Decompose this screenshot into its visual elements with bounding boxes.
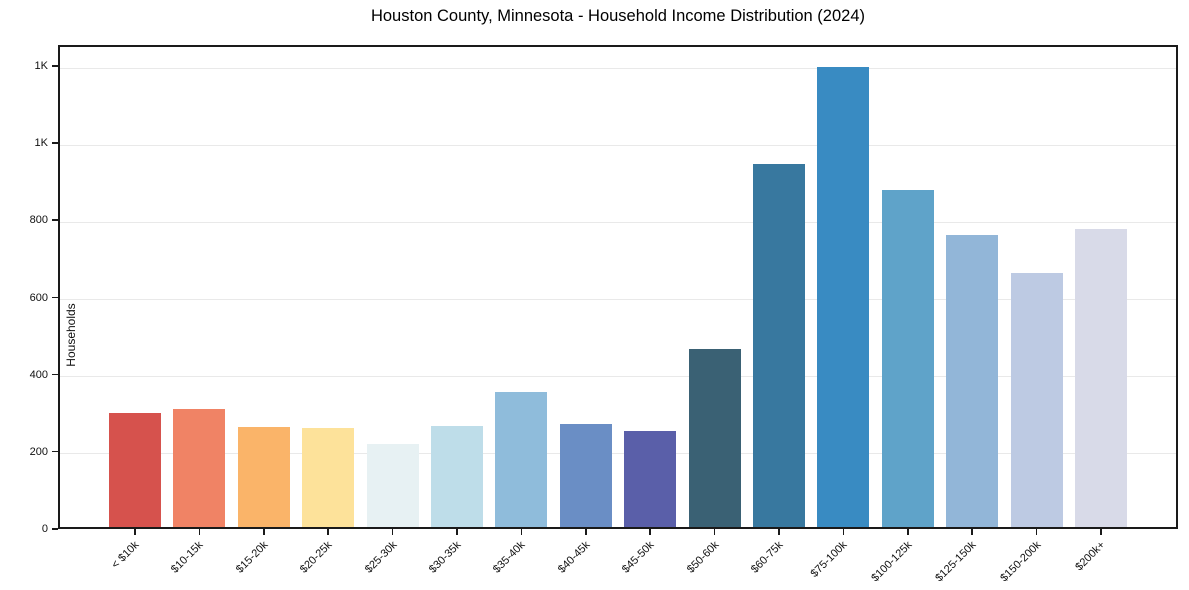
- gridline-1200: [60, 67, 1176, 69]
- x-tick-mark-0: [134, 529, 136, 535]
- x-tick-mark-4: [391, 529, 394, 535]
- y-tick-label-1200: 1K: [34, 60, 48, 73]
- x-tick-mark-5: [456, 529, 458, 535]
- y-tick-mark-1000: [52, 142, 58, 144]
- y-tick-label-600: 600: [29, 291, 48, 304]
- x-tick-mark-11: [842, 529, 845, 535]
- gridline-200: [60, 453, 1176, 455]
- y-tick-mark-600: [52, 296, 58, 299]
- bar-30-35k: [431, 425, 483, 527]
- plot-inner: [60, 47, 1176, 527]
- x-tick-mark-12: [907, 529, 909, 535]
- bar-200k: [1075, 228, 1127, 527]
- x-tick-mark-9: [713, 529, 716, 535]
- y-tick-mark-0: [52, 528, 58, 530]
- bar-20-25k: [302, 427, 355, 527]
- y-tick-label-0: 0: [41, 523, 48, 535]
- x-tick-label-0: < $10k: [109, 539, 142, 572]
- bar-60-75k: [753, 164, 805, 527]
- y-tick-label-400: 400: [29, 368, 48, 381]
- y-tick-mark-800: [52, 219, 58, 221]
- y-axis-label: Households: [64, 303, 78, 367]
- y-tick-mark-1200: [52, 65, 58, 67]
- x-tick-mark-1: [198, 529, 201, 535]
- bar-100-125k: [881, 189, 934, 527]
- x-tick-mark-14: [1035, 529, 1038, 535]
- y-tick-label-1000: 1K: [34, 137, 48, 150]
- x-tick-mark-6: [520, 529, 523, 535]
- x-tick-mark-3: [327, 529, 329, 535]
- y-tick-label-800: 800: [29, 214, 48, 227]
- bar-35-40k: [495, 392, 548, 527]
- x-tick-mark-2: [263, 529, 265, 535]
- gridline-400: [60, 376, 1176, 378]
- bar-75-100k: [817, 66, 870, 527]
- bar-40-45k: [559, 424, 612, 527]
- bar-150-200k: [1010, 273, 1063, 527]
- bar-125-150k: [946, 235, 999, 527]
- x-tick-mark-15: [1100, 529, 1102, 535]
- gridline-800: [60, 221, 1176, 223]
- bar-10k: [109, 412, 161, 527]
- bar-50-60k: [688, 348, 741, 527]
- chart-title: Houston County, Minnesota - Household In…: [370, 7, 866, 25]
- bar-25-30k: [366, 443, 419, 527]
- bar-45-50k: [624, 430, 677, 527]
- x-tick-mark-8: [649, 529, 651, 535]
- bar-10-15k: [173, 409, 226, 527]
- gridline-1000: [60, 144, 1176, 146]
- plot-area: Households: [58, 45, 1178, 529]
- y-tick-label-200: 200: [29, 445, 48, 458]
- x-tick-mark-10: [778, 529, 780, 535]
- bar-15-20k: [237, 426, 290, 527]
- x-tick-mark-7: [585, 529, 587, 535]
- y-tick-mark-400: [52, 373, 58, 376]
- gridline-600: [60, 299, 1176, 301]
- x-tick-mark-13: [971, 529, 973, 535]
- y-tick-mark-200: [52, 450, 58, 453]
